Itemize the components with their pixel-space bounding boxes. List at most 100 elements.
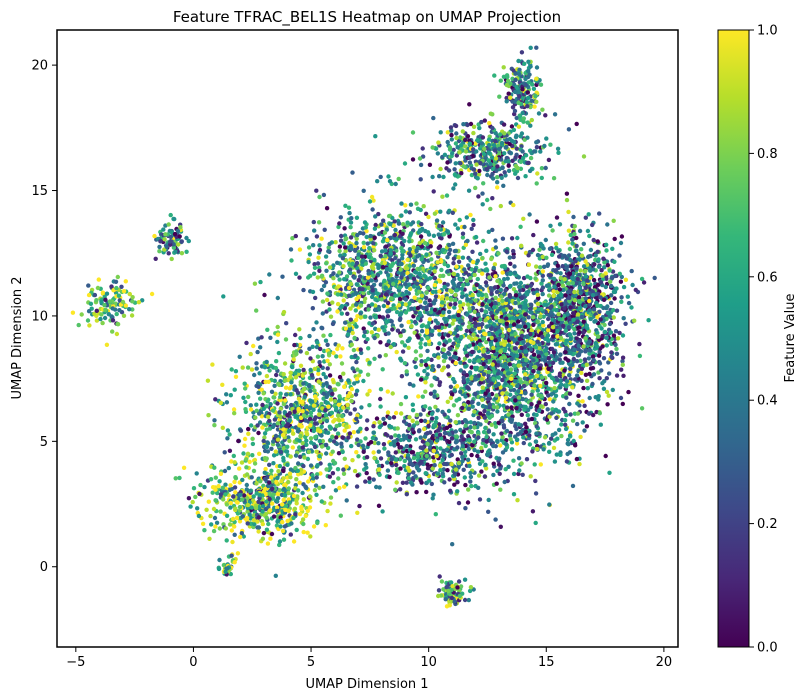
- data-point: [563, 426, 569, 432]
- data-point: [451, 341, 456, 346]
- data-point: [564, 379, 570, 384]
- data-point: [441, 347, 446, 352]
- data-point: [348, 317, 353, 322]
- data-point: [538, 82, 544, 87]
- data-point: [441, 273, 446, 278]
- data-point: [411, 245, 416, 250]
- data-point: [365, 372, 371, 377]
- data-point: [528, 347, 534, 352]
- data-point: [428, 391, 434, 396]
- data-point: [485, 396, 491, 402]
- data-point: [502, 131, 507, 136]
- data-point: [502, 277, 507, 282]
- data-point: [513, 331, 518, 336]
- data-point: [532, 383, 537, 388]
- data-point: [532, 149, 537, 154]
- data-point: [504, 428, 510, 434]
- data-point: [591, 412, 596, 418]
- data-point: [436, 364, 441, 369]
- data-point: [393, 255, 398, 261]
- data-point: [243, 386, 248, 391]
- data-point: [523, 391, 528, 396]
- data-point: [432, 307, 438, 313]
- data-point: [509, 405, 514, 410]
- data-point: [467, 160, 473, 165]
- data-point: [512, 108, 518, 114]
- data-point: [508, 305, 513, 311]
- data-point: [597, 411, 602, 416]
- data-point: [493, 238, 498, 243]
- data-point: [565, 358, 571, 363]
- data-point: [590, 381, 595, 387]
- data-point: [601, 256, 606, 261]
- data-point: [543, 348, 548, 353]
- data-point: [490, 196, 495, 201]
- data-point: [567, 295, 572, 301]
- data-point: [343, 245, 348, 250]
- data-point: [354, 302, 359, 307]
- data-point: [621, 284, 627, 290]
- data-point: [605, 310, 610, 315]
- data-point: [523, 76, 528, 82]
- data-point: [354, 282, 359, 287]
- data-point: [382, 260, 387, 266]
- data-point: [417, 266, 422, 272]
- data-point: [626, 300, 632, 306]
- data-point: [258, 396, 263, 401]
- data-point: [562, 306, 567, 311]
- data-point: [479, 377, 484, 382]
- data-point: [410, 130, 416, 135]
- data-point: [472, 409, 477, 414]
- data-point: [578, 290, 583, 296]
- data-point: [555, 263, 560, 268]
- data-point: [521, 116, 526, 121]
- data-point: [527, 168, 533, 174]
- data-point: [552, 112, 558, 117]
- data-point: [426, 214, 431, 220]
- data-point: [361, 245, 367, 250]
- data-point: [425, 348, 430, 354]
- data-point: [499, 294, 504, 299]
- data-point: [567, 391, 573, 396]
- data-point: [567, 433, 573, 438]
- data-point: [327, 265, 333, 270]
- data-point: [317, 194, 322, 200]
- data-point: [475, 176, 480, 181]
- data-point: [446, 350, 451, 356]
- data-point: [574, 121, 579, 127]
- data-point: [590, 293, 596, 298]
- data-point: [523, 312, 528, 317]
- data-point: [449, 289, 454, 294]
- data-point: [571, 317, 576, 322]
- data-point: [506, 412, 511, 417]
- data-point: [432, 375, 437, 380]
- data-point: [459, 171, 464, 176]
- data-point: [481, 349, 486, 354]
- data-point: [528, 365, 533, 371]
- data-point: [468, 420, 473, 425]
- data-point: [522, 376, 528, 381]
- data-point: [500, 434, 505, 440]
- data-point: [511, 202, 516, 208]
- data-point: [519, 461, 524, 466]
- data-point: [544, 302, 549, 308]
- data-point: [555, 377, 560, 382]
- data-point: [538, 149, 543, 154]
- data-point: [529, 310, 534, 315]
- data-point: [620, 362, 625, 367]
- data-point: [408, 273, 413, 278]
- data-point: [534, 45, 539, 50]
- data-point: [604, 335, 609, 340]
- data-point: [468, 381, 473, 386]
- data-point: [462, 267, 467, 272]
- data-point: [325, 366, 330, 371]
- data-point: [437, 332, 442, 337]
- data-point: [354, 324, 359, 329]
- data-point: [599, 368, 604, 373]
- data-point: [423, 342, 428, 347]
- data-point: [582, 357, 588, 362]
- data-point: [418, 299, 423, 304]
- data-point: [570, 241, 575, 246]
- data-point: [334, 354, 339, 359]
- data-point: [379, 222, 384, 227]
